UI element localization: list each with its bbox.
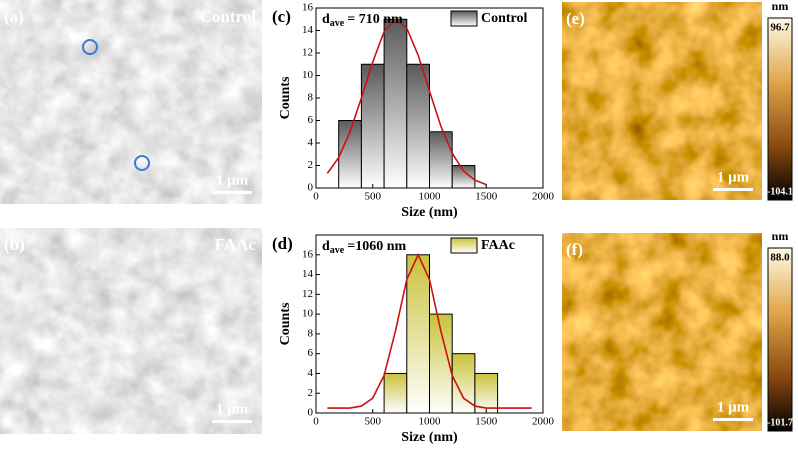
y-tick-label: 8 [308, 92, 314, 104]
panel-label: (a) [4, 7, 24, 26]
y-tick-label: 8 [308, 327, 314, 339]
scale-label: 1 μm [717, 169, 750, 185]
bar [406, 254, 430, 414]
legend-label: Control [481, 11, 528, 26]
x-tick-label: 1500 [475, 191, 498, 203]
colorbar-max: 96.7 [770, 22, 790, 34]
y-tick-label: 0 [308, 407, 314, 419]
x-tick-label: 1000 [419, 191, 442, 203]
y-axis-label: Counts [278, 76, 293, 119]
pinhole-marker [82, 39, 98, 55]
scale-label: 1 μm [717, 399, 750, 415]
y-tick-label: 0 [308, 182, 314, 194]
bar [383, 18, 408, 189]
scale-bar [713, 188, 753, 191]
y-tick-label: 2 [308, 159, 314, 171]
annotation: dave =1060 nm [322, 239, 407, 256]
x-tick-label: 2000 [532, 191, 555, 203]
x-tick-label: 500 [365, 416, 382, 428]
y-tick-label: 16 [302, 248, 314, 260]
bar [429, 131, 453, 189]
y-tick-label: 6 [308, 114, 314, 126]
bar [360, 63, 385, 189]
y-tick-label: 10 [302, 69, 314, 81]
annotation-sub: ave [330, 18, 345, 29]
panel-label: (c) [272, 7, 291, 26]
colorbar-unit: nm [772, 0, 789, 13]
afm-image [562, 2, 762, 200]
y-tick-label: 6 [308, 347, 314, 359]
colorbar-max: 88.0 [770, 252, 790, 264]
colorbar-min: -104.1 [767, 186, 793, 197]
annotation-main: d [322, 239, 330, 254]
scale-label: 1 μm [216, 172, 249, 188]
colorbar-min: -101.7 [767, 417, 793, 428]
annotation-main: d [322, 12, 330, 27]
x-tick-label: 0 [313, 416, 319, 428]
annotation: dave = 710 nm [322, 12, 403, 29]
legend-swatch [450, 237, 478, 254]
legend-label: FAAc [481, 238, 515, 253]
scale-bar [713, 418, 753, 421]
x-tick-label: 0 [313, 191, 319, 203]
panel-label: (d) [272, 234, 293, 253]
y-tick-label: 16 [302, 2, 314, 14]
afm-image [562, 233, 762, 431]
fit-curve [327, 252, 532, 409]
colorbar [767, 247, 793, 432]
scale-label: 1 μm [216, 401, 249, 417]
y-tick-label: 14 [302, 268, 314, 280]
pinhole-marker [134, 155, 150, 171]
sample-tag: Control [200, 7, 257, 26]
y-tick-label: 10 [302, 308, 314, 320]
y-tick-label: 2 [308, 387, 314, 399]
x-axis-label: Size (nm) [401, 430, 458, 445]
y-axis-label: Counts [278, 302, 293, 345]
panel-label: (e) [566, 9, 585, 28]
sem-b: (b) FAAc 1 μm [0, 228, 262, 434]
annotation-rest: = 710 nm [347, 12, 403, 27]
sem-a: (a) Control 1 μm [0, 0, 262, 204]
y-tick-label: 4 [308, 137, 314, 149]
x-tick-label: 1000 [419, 416, 442, 428]
panel-label: (f) [566, 240, 583, 259]
sample-tag: FAAc [215, 235, 257, 254]
legend-swatch [450, 10, 478, 27]
colorbar [767, 17, 793, 201]
x-tick-label: 2000 [532, 416, 555, 428]
afm-e: (e) 1 μm nm 96.7 -104.1 [562, 0, 793, 201]
x-tick-label: 1500 [475, 416, 498, 428]
y-tick-label: 14 [302, 24, 314, 36]
scale-bar [212, 191, 252, 194]
fit-curve [326, 18, 487, 186]
sem-image [0, 228, 262, 434]
annotation-rest: =1060 nm [347, 239, 406, 254]
sem-image [0, 0, 262, 204]
x-tick-label: 500 [365, 191, 382, 203]
colorbar-unit: nm [772, 229, 789, 243]
panel-label: (b) [4, 235, 25, 254]
scale-bar [212, 420, 252, 423]
y-tick-label: 12 [302, 288, 313, 300]
y-tick-label: 12 [302, 47, 313, 59]
afm-f: (f) 1 μm nm 88.0 -101.7 [562, 229, 793, 432]
bar [383, 372, 408, 414]
annotation-sub: ave [330, 245, 345, 256]
y-tick-label: 4 [308, 367, 314, 379]
x-axis-label: Size (nm) [401, 205, 458, 220]
